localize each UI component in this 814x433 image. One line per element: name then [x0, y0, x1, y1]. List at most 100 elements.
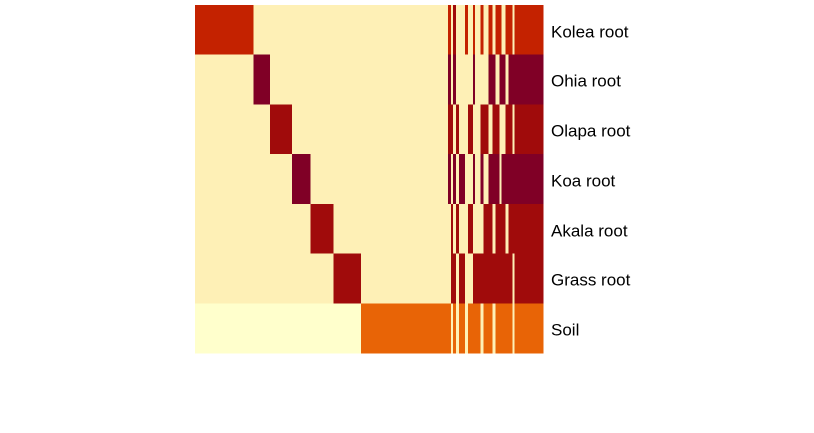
heatmap-cell [488, 154, 493, 205]
heatmap-cell [508, 203, 514, 254]
heatmap-cell [483, 303, 489, 354]
heatmap-cell [475, 104, 481, 155]
heatmap-cell [518, 154, 544, 205]
heatmap-cell [292, 5, 311, 56]
heatmap-cell [195, 253, 255, 304]
heatmap-cell [514, 303, 520, 354]
heatmap-cell [483, 54, 489, 105]
heatmap-cell [483, 253, 489, 304]
heatmap-cell [333, 303, 362, 354]
heatmap-cell [292, 154, 311, 205]
heatmap-cell [499, 5, 502, 56]
heatmap-cell [269, 303, 293, 354]
heatmap-cell [473, 54, 476, 105]
heatmap-cell [450, 5, 454, 56]
heatmap-cell [499, 104, 502, 155]
heatmap-cell [499, 54, 502, 105]
heatmap-cell [508, 154, 514, 205]
heatmap-cell [488, 54, 493, 105]
heatmap-cell [518, 303, 544, 354]
heatmap-cell [465, 253, 469, 304]
heatmap-cell [269, 253, 293, 304]
heatmap-cell [450, 104, 454, 155]
heatmap-cell [505, 253, 509, 304]
heatmap-cell [505, 104, 509, 155]
heatmap-cell [269, 104, 293, 155]
heatmap-cell [495, 253, 500, 304]
heatmap-cell [501, 5, 506, 56]
heatmap-cell [269, 154, 293, 205]
heatmap-cell [480, 54, 484, 105]
heatmap-cell [505, 203, 509, 254]
heatmap-cell [512, 154, 516, 205]
heatmap-cell [456, 203, 460, 254]
heatmap-cell [473, 5, 476, 56]
heatmap-cell [195, 303, 255, 354]
heatmap-cell [465, 303, 469, 354]
heatmap-cell [495, 154, 500, 205]
heatmap-cell [456, 154, 460, 205]
heatmap-cell [468, 303, 474, 354]
heatmap-cell [480, 203, 484, 254]
heatmap-cell [508, 253, 514, 304]
heatmap-cell [459, 5, 466, 56]
heatmap-cell [508, 54, 514, 105]
heatmap-cell [452, 54, 457, 105]
heatmap-cell [333, 253, 362, 304]
row-label-ohia-root: Ohia root [551, 72, 621, 91]
heatmap-cell [499, 203, 502, 254]
heatmap-cell [333, 104, 362, 155]
heatmap-cell [505, 54, 509, 105]
row-label-koa-root: Koa root [551, 172, 616, 191]
heatmap-cell [310, 253, 334, 304]
heatmap-cell [508, 104, 514, 155]
heatmap-cell [310, 5, 334, 56]
heatmap-cell [333, 5, 362, 56]
heatmap-cell [495, 203, 500, 254]
heatmap-cell [480, 104, 484, 155]
heatmap-cell [473, 104, 476, 155]
heatmap-cell [512, 203, 516, 254]
row-label-grass-root: Grass root [551, 271, 631, 290]
heatmap-cell [459, 203, 466, 254]
heatmap-cell [468, 104, 474, 155]
row-label-soil: Soil [551, 321, 579, 340]
heatmap-cell [480, 303, 484, 354]
heatmap-cell [492, 104, 496, 155]
heatmap-cell [475, 253, 481, 304]
heatmap-cell [310, 54, 334, 105]
heatmap-cell [292, 104, 311, 155]
heatmap-cell [292, 303, 311, 354]
heatmap-cell [195, 104, 255, 155]
heatmap-cell [492, 203, 496, 254]
heatmap-cell [514, 104, 520, 155]
heatmap-cell [468, 203, 474, 254]
heatmap-cell [514, 54, 520, 105]
heatmap-cell [452, 104, 457, 155]
heatmap-cell [459, 253, 466, 304]
heatmap-cell [292, 203, 311, 254]
row-label-akala-root: Akala root [551, 222, 628, 241]
heatmap-cell [447, 253, 452, 304]
heatmap-cell [360, 104, 449, 155]
heatmap-cell [495, 5, 500, 56]
heatmap-cell [518, 253, 544, 304]
heatmap-cell [195, 5, 255, 56]
heatmap-cell [253, 303, 271, 354]
heatmap-cell [480, 154, 484, 205]
heatmap-cell [480, 5, 484, 56]
heatmap-cell [447, 54, 452, 105]
heatmap-cell [253, 54, 271, 105]
heatmap-cell [488, 104, 493, 155]
heatmap-cell [473, 253, 476, 304]
heatmap-cell [450, 303, 454, 354]
heatmap-cell [501, 154, 506, 205]
row-labels: Kolea root Ohia root Olapa root Koa root… [551, 23, 631, 340]
heatmap-cell [447, 303, 452, 354]
heatmap-cell [488, 303, 493, 354]
heatmap-cell [253, 104, 271, 155]
heatmap-cell [465, 104, 469, 155]
heatmap-cell [518, 5, 544, 56]
heatmap-cell [505, 154, 509, 205]
